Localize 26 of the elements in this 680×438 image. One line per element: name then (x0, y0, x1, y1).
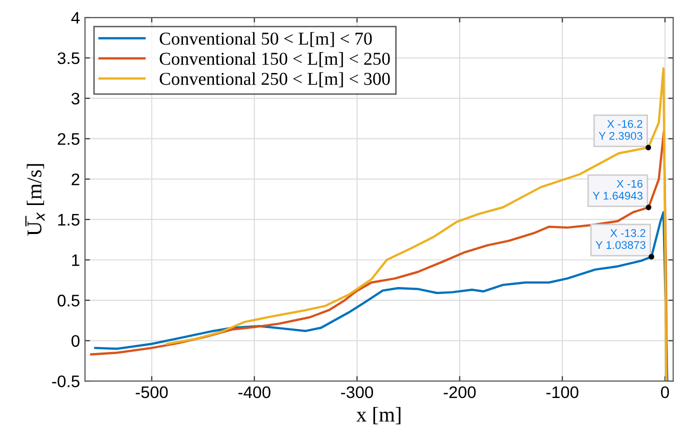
x-tick-label: -300 (341, 386, 374, 398)
legend-label: Conventional 50 < L[m] < 70 (160, 32, 372, 48)
y-tick-label: 2 (72, 173, 80, 186)
annotation: X -16.2 Y 2.3903 (598, 120, 642, 140)
y-tick-label: 0.5 (58, 294, 80, 306)
y-tick-label: 3.5 (58, 52, 80, 64)
y-tick-label: 3 (72, 92, 80, 105)
y-tick-label: 4 (71, 12, 80, 24)
legend-label: Conventional 150 < L[m] < 250 (160, 52, 390, 68)
y-tick-label: -0.5 (52, 375, 80, 388)
y-axis-title: U̅$_{x}$ [m/s] (25, 164, 45, 236)
x-axis-title: x [m] (356, 407, 400, 424)
x-tick-label: -400 (238, 386, 270, 398)
x-tick-label: -100 (546, 386, 578, 398)
line-series (90, 130, 668, 382)
annotation: X -16 Y 1.64943 (592, 180, 643, 200)
y-tick-label: 0 (72, 335, 80, 347)
x-tick-label: 0 (661, 386, 669, 398)
annotation: X -13.2 Y 1.03873 (596, 229, 646, 249)
y-tick-label: 1.5 (58, 214, 80, 226)
x-tick-label: -200 (444, 386, 476, 398)
x-tick-label: -500 (136, 386, 168, 398)
y-tick-label: 2.5 (58, 133, 80, 145)
y-tick-label: 1 (72, 254, 80, 266)
legend-label: Conventional 250 < L[m] < 300 (160, 72, 390, 88)
line-series (94, 211, 668, 382)
